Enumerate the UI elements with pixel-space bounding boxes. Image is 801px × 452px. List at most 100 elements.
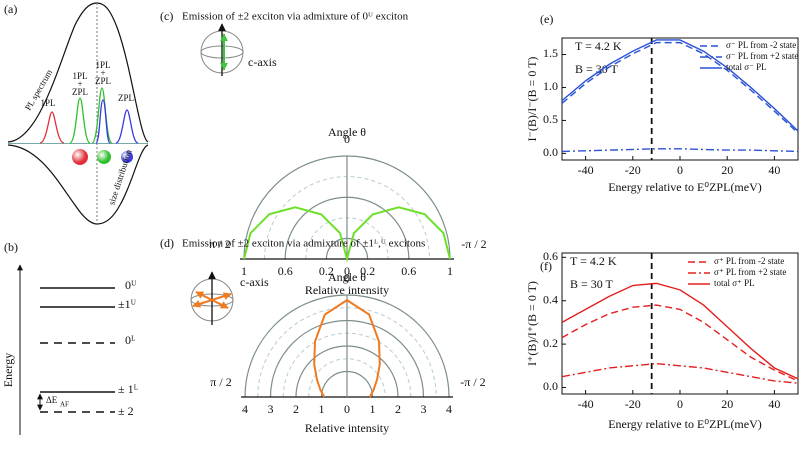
- r-tick-label: 0.6: [401, 264, 416, 278]
- r-tick-label: 0.2: [360, 264, 375, 278]
- y-axis-label: I⁺(B)/I⁺(B = 0 T): [525, 281, 539, 366]
- peak-label: 1PL: [40, 98, 55, 108]
- panel-label: (b): [4, 240, 18, 254]
- angle-tick-label: -π / 2: [461, 237, 486, 251]
- peak-label: ZPL: [118, 93, 134, 103]
- r-tick-label: 1: [370, 402, 376, 416]
- panel-label: (f): [540, 259, 552, 273]
- series-line: [561, 39, 799, 132]
- y-tick-label: 1.0: [543, 79, 558, 93]
- legend-label: σ⁺ PL from +2 state: [714, 267, 786, 277]
- level-label: 0ᴸ: [125, 333, 136, 347]
- panel-label: (d): [160, 236, 174, 250]
- legend-label: σ⁻ PL from -2 state: [726, 40, 796, 50]
- angle-tick-label: 0: [344, 132, 350, 146]
- r-tick-label: 4: [446, 402, 452, 416]
- r-tick-label: 0: [344, 402, 350, 416]
- legend-label: total σ⁻ PL: [726, 62, 767, 72]
- r-tick-label: 1: [447, 264, 453, 278]
- peak-label: +: [77, 79, 82, 89]
- dot: [97, 150, 111, 164]
- chart-title: Emission of ±2 exciton via admixture of …: [182, 238, 425, 250]
- peak-label: 1PL: [72, 71, 87, 81]
- level-label: 0ᵁ: [125, 278, 137, 292]
- series-line: [561, 304, 799, 382]
- dipole: [195, 291, 229, 309]
- panel-b: (b) Energy 0ᵁ ±1ᵁ 0ᴸ ± 1ᴸ ± 2 ΔE AF: [1, 240, 139, 435]
- x-tick-label: 20: [721, 397, 733, 411]
- panel-label: (a): [4, 2, 17, 16]
- sphere-c: [200, 23, 244, 76]
- x-tick-label: 40: [768, 397, 780, 411]
- angle-label: Angle θ: [328, 125, 366, 139]
- y-axis-label: I⁻(B)/I⁻(B = 0 T): [525, 57, 539, 142]
- y-tick-label: 0.5: [543, 112, 558, 126]
- y-tick-label: 1.5: [543, 46, 558, 60]
- series-line: [561, 282, 799, 380]
- series-line: [561, 148, 799, 153]
- level-label: ± 1ᴸ: [118, 382, 139, 396]
- dot: [121, 151, 133, 163]
- legend-label: σ⁻ PL from +2 state: [726, 51, 798, 61]
- x-tick-label: 0: [677, 397, 683, 411]
- panel-a: (a) 1PL 1PL + ZPL 1PL + ZPL ZPL PL spect…: [4, 2, 149, 225]
- peak-label: +: [100, 68, 105, 78]
- polar-curve: [313, 298, 381, 398]
- y-tick-label: 0.4: [543, 292, 558, 306]
- annotation: B = 30 T: [570, 277, 614, 291]
- r-tick-label: 3: [268, 402, 274, 416]
- peak: [115, 109, 139, 144]
- panel-label: (c): [160, 9, 173, 23]
- y-tick-label: 0.0: [543, 145, 558, 159]
- x-axis-label: Relative intensity: [305, 283, 389, 297]
- annotation: T = 4.2 K: [575, 39, 622, 53]
- y-tick-label: 0.2: [543, 336, 558, 350]
- series-line: [561, 41, 799, 134]
- energy-label: Energy: [1, 353, 15, 387]
- peak-label: ZPL: [95, 76, 111, 86]
- peak-label: 1PL: [95, 60, 110, 70]
- peak: [39, 111, 65, 144]
- y-tick-label: 0.6: [543, 249, 558, 263]
- series-line: [561, 362, 799, 384]
- polar-curve: [243, 206, 451, 263]
- angle-tick-label: π / 2: [210, 375, 231, 389]
- level-label: ± 2: [118, 404, 134, 418]
- angle-tick-label: -π / 2: [460, 375, 485, 389]
- peak-label: ZPL: [72, 87, 88, 97]
- x-tick-label: 0: [677, 163, 683, 177]
- x-tick-label: -40: [578, 163, 594, 177]
- x-axis-label: Energy relative to E⁰ZPL(meV): [608, 417, 762, 431]
- y-tick-label: 0.0: [543, 379, 558, 393]
- x-axis-label: Energy relative to E⁰ZPL(meV): [608, 180, 762, 194]
- legend-label: σ⁺ PL from -2 state: [714, 256, 784, 266]
- x-axis-label: Relative intensity: [305, 421, 389, 435]
- dot: [72, 149, 88, 165]
- r-tick-label: 2: [293, 402, 299, 416]
- panel-label: (e): [540, 12, 553, 26]
- annotation: T = 4.2 K: [570, 254, 617, 268]
- r-tick-label: 0: [344, 264, 350, 278]
- legend-label: total σ⁺ PL: [714, 278, 755, 288]
- r-tick-label: 4: [242, 402, 248, 416]
- x-tick-label: 20: [721, 163, 733, 177]
- axis-note: c-axis: [240, 275, 269, 289]
- angle-label: Angle θ: [328, 270, 366, 284]
- r-tick-label: 0.2: [319, 264, 334, 278]
- r-tick-label: 0.6: [278, 264, 293, 278]
- sphere-d: [190, 271, 234, 325]
- r-tick-label: 1: [319, 402, 325, 416]
- angle-tick-label: 0: [344, 271, 350, 285]
- peak: [91, 87, 113, 144]
- x-tick-label: 40: [768, 163, 780, 177]
- peak: [95, 99, 111, 144]
- r-tick-label: 3: [421, 402, 427, 416]
- gap-label-sub: AF: [60, 401, 69, 409]
- minor-ring: [257, 307, 437, 398]
- r-tick-label: 1: [241, 264, 247, 278]
- chart-title: Emission of ±2 exciton via admixture of …: [182, 11, 409, 23]
- level-label: ±1ᵁ: [118, 297, 137, 311]
- x-tick-label: -20: [625, 397, 641, 411]
- peak: [69, 97, 91, 144]
